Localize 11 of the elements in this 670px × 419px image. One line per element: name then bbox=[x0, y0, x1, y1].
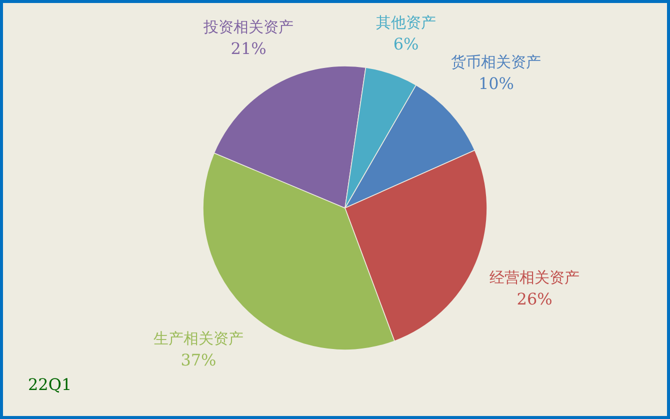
slice-label: 经营相关资产 bbox=[490, 268, 580, 287]
slice-label: 投资相关资产 bbox=[202, 18, 294, 36]
data-label: 37% bbox=[180, 350, 216, 370]
slice-label: 生产相关资产 bbox=[153, 330, 244, 348]
data-label: 26% bbox=[516, 290, 552, 309]
data-label: 21% bbox=[230, 38, 266, 58]
data-label: 6% bbox=[393, 34, 419, 54]
slice-label: 其他资产 bbox=[376, 14, 436, 32]
slice-label: 货币相关资产 bbox=[451, 52, 542, 71]
data-label: 10% bbox=[478, 74, 514, 93]
text: 22Q1 bbox=[28, 375, 72, 394]
